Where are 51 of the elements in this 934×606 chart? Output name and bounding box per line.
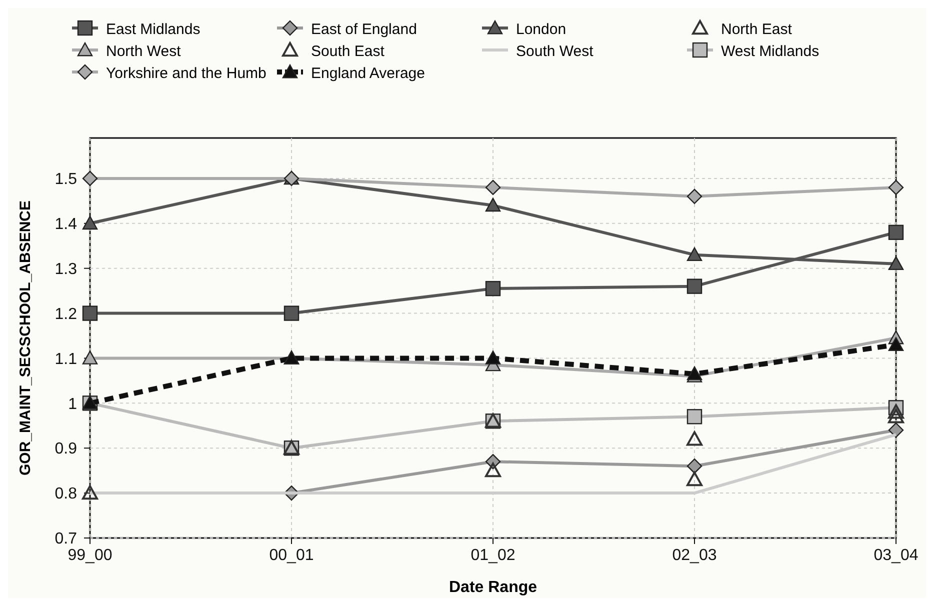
point [485, 180, 501, 196]
point [686, 431, 702, 446]
legend-label: North West [106, 43, 182, 60]
x-axis-title: Date Range [448, 579, 538, 596]
point [888, 224, 904, 240]
x-tick-label: 03_04 [874, 547, 918, 564]
point [82, 216, 98, 230]
y-tick-label: 1.4 [54, 216, 78, 233]
y-tick-label: 1.2 [54, 306, 78, 323]
x-tick-label: 01_02 [470, 547, 516, 564]
legend-label: South East [311, 43, 386, 60]
point [82, 350, 98, 364]
point [82, 485, 98, 500]
point [485, 462, 501, 478]
x-tick-label: 02_03 [672, 547, 717, 564]
legend-label: East of England [311, 21, 417, 38]
point [888, 408, 904, 424]
point [82, 306, 98, 321]
point [888, 422, 904, 438]
point [485, 198, 501, 212]
legend-label: West Midlands [721, 43, 820, 60]
point [888, 180, 904, 196]
y-tick-label: 0.7 [54, 530, 78, 548]
legend-label: Yorkshire and the Humb [106, 65, 266, 82]
point [686, 458, 702, 474]
legend-label: East Midlands [106, 21, 200, 38]
point [284, 306, 300, 321]
point [686, 409, 702, 424]
y-tick-label: 0.9 [54, 440, 78, 458]
point [888, 337, 904, 351]
point [82, 170, 98, 186]
legend-label: England Average [311, 65, 425, 82]
y-tick-label: 1.1 [54, 350, 78, 368]
legend-label: North East [721, 21, 793, 38]
y-tick-label: 1.3 [54, 260, 78, 278]
y-tick-label: 1 [68, 396, 78, 413]
point [888, 256, 904, 270]
x-tick-label: 99_00 [68, 547, 112, 564]
legend-label: South West [516, 43, 594, 60]
y-tick-label: 0.8 [54, 486, 78, 503]
point [888, 404, 904, 419]
point [686, 278, 702, 294]
x-tick-label: 00_01 [269, 547, 314, 564]
point [686, 247, 702, 262]
point [485, 280, 501, 296]
point [686, 472, 702, 486]
y-axis-title: GOR_MAINT_SECSCHOOL_ABSENCE [17, 200, 34, 476]
point [485, 350, 501, 364]
y-tick-label: 1.5 [54, 171, 78, 188]
legend-label: London [516, 21, 566, 38]
point [686, 188, 702, 204]
